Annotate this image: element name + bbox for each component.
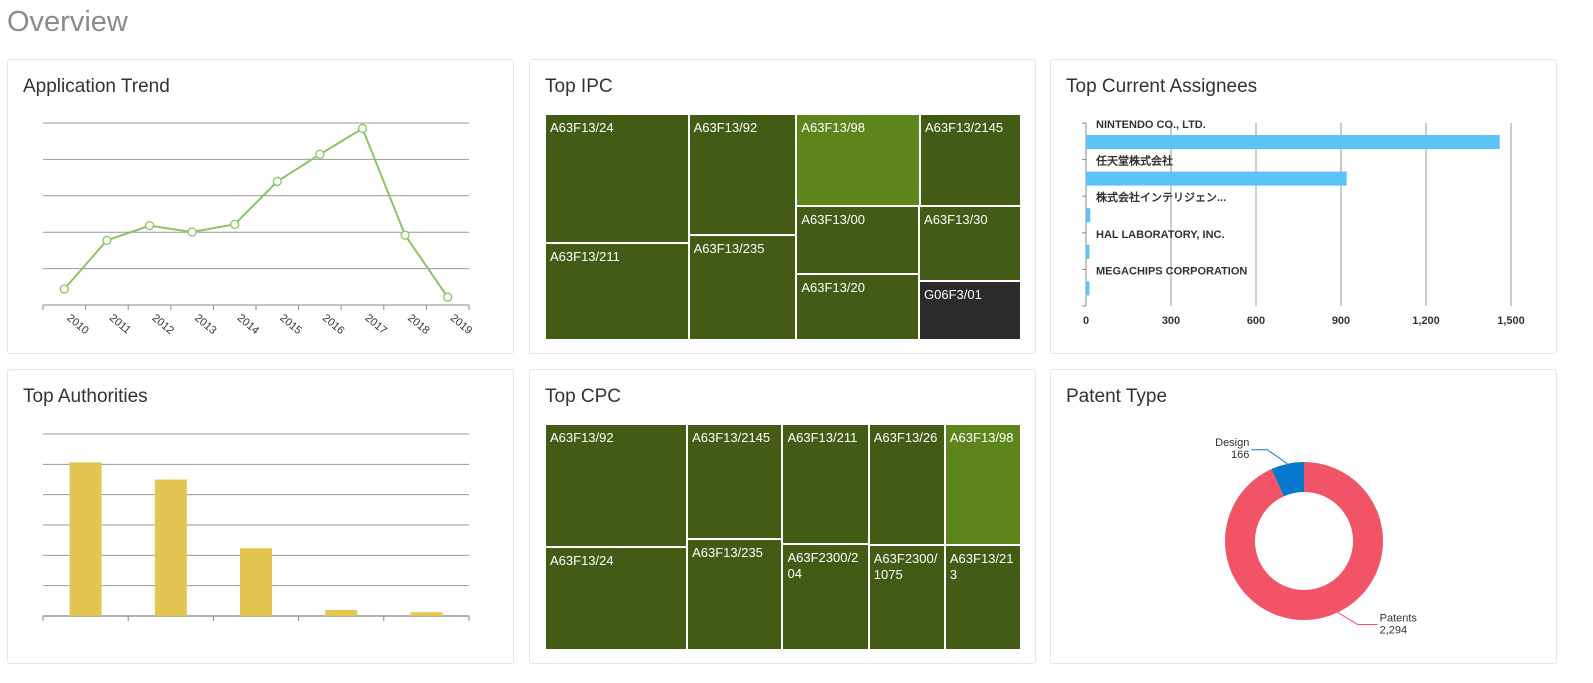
application-trend-chart: 2010 2011 2012 2013 2014 2015 2016 2017 2018 2019	[8, 60, 515, 355]
top-ipc-title: Top IPC	[545, 75, 613, 99]
treemap-cell[interactable]: A63F2300/1075	[869, 545, 945, 650]
top-authorities-card: Top Authorities	[7, 369, 514, 664]
authority-bar	[410, 612, 442, 616]
trend-point	[231, 220, 239, 228]
top-cpc-treemap: A63F13/92A63F13/24A63F13/2145A63F13/235A…	[545, 424, 1021, 650]
trend-point	[401, 231, 409, 239]
treemap-cell[interactable]: A63F13/98	[796, 114, 920, 206]
category-label: NINTENDO CO., LTD.	[1096, 119, 1206, 131]
patents-value: 2,294	[1380, 624, 1408, 636]
assignee-bar	[1086, 208, 1090, 222]
x-tick-label: 2018	[405, 312, 431, 337]
trend-point	[444, 293, 452, 301]
treemap-cell[interactable]: A63F13/00	[796, 206, 919, 274]
authority-bar	[155, 480, 187, 617]
design-label: Design	[1215, 437, 1249, 449]
top-authorities-chart	[8, 370, 515, 665]
x-tick-label: 300	[1162, 315, 1180, 327]
trend-point	[103, 236, 111, 244]
x-tick-label: 2013	[192, 312, 218, 337]
x-tick-label: 2014	[235, 312, 261, 337]
trend-point	[146, 222, 154, 230]
treemap-cell[interactable]: A63F13/20	[796, 274, 919, 340]
treemap-cell[interactable]: A63F13/92	[689, 114, 797, 235]
x-tick-label: 2015	[277, 312, 303, 337]
trend-point	[316, 150, 324, 158]
x-tick-label: 1,500	[1497, 315, 1525, 327]
patents-label: Patents	[1380, 612, 1418, 624]
x-tick-label: 2010	[64, 312, 90, 337]
patents-leader-line	[1338, 612, 1378, 624]
x-tick-label: 900	[1332, 315, 1350, 327]
x-tick-label: 2012	[150, 312, 176, 337]
page-title: Overview	[7, 4, 128, 40]
x-tick-label: 2017	[363, 312, 389, 337]
top-ipc-card: Top IPC A63F13/24A63F13/211A63F13/92A63F…	[529, 59, 1036, 354]
assignee-bar	[1086, 281, 1089, 295]
top-assignees-chart: 0 300 600 900 1,200 1,500 NINTENDO CO., LTD. 任天…	[1051, 60, 1558, 355]
x-tick-label: 1,200	[1412, 315, 1440, 327]
x-tick-label: 2019	[448, 312, 474, 337]
treemap-cell[interactable]: A63F13/2145	[687, 424, 782, 539]
x-tick-label: 600	[1247, 315, 1265, 327]
treemap-cell[interactable]: A63F13/211	[782, 424, 868, 544]
design-value: 166	[1231, 449, 1249, 461]
category-label: 任天堂株式会社	[1095, 154, 1173, 168]
assignee-bar	[1086, 172, 1347, 186]
treemap-cell[interactable]: A63F13/26	[869, 424, 945, 545]
trend-point	[359, 124, 367, 132]
top-ipc-treemap: A63F13/24A63F13/211A63F13/92A63F13/235A6…	[545, 114, 1021, 340]
treemap-cell[interactable]: A63F13/98	[945, 424, 1021, 545]
treemap-cell[interactable]: A63F13/211	[545, 243, 689, 340]
x-tick-label: 0	[1083, 315, 1089, 327]
top-assignees-card: Top Current Assignees 03006009001,2001,5…	[1050, 59, 1557, 354]
category-label: MEGACHIPS CORPORATION	[1096, 265, 1247, 277]
treemap-cell[interactable]: A63F13/30	[919, 206, 1021, 281]
treemap-cell[interactable]: A63F13/235	[689, 235, 797, 340]
trend-point	[273, 177, 281, 185]
treemap-cell[interactable]: A63F13/92	[545, 424, 687, 547]
authority-bar	[70, 462, 102, 616]
assignee-bar	[1086, 135, 1500, 149]
trend-point	[188, 228, 196, 236]
trend-line	[64, 128, 447, 297]
treemap-cell[interactable]: A63F2300/204	[782, 544, 868, 650]
authority-bar	[325, 610, 357, 616]
treemap-cell[interactable]: A63F13/235	[687, 539, 782, 650]
x-tick-label: 2011	[107, 312, 133, 336]
top-cpc-title: Top CPC	[545, 385, 621, 409]
x-tick-label: 2016	[320, 312, 346, 337]
assignee-bar	[1086, 245, 1089, 259]
design-leader-line	[1251, 450, 1287, 464]
treemap-cell[interactable]: A63F13/24	[545, 114, 689, 243]
treemap-cell[interactable]: A63F13/24	[545, 547, 687, 650]
category-label: HAL LABORATORY, INC.	[1096, 229, 1225, 241]
treemap-cell[interactable]: A63F13/2145	[920, 114, 1021, 206]
category-label: 株式会社インテリジェン...	[1096, 190, 1226, 204]
trend-point	[60, 285, 68, 293]
treemap-cell[interactable]: G06F3/01	[919, 281, 1021, 340]
patent-type-chart: Design166 Patents2,294	[1051, 370, 1558, 665]
treemap-cell[interactable]: A63F13/213	[945, 545, 1021, 650]
application-trend-card: Application Trend 2010201120122013201420…	[7, 59, 514, 354]
patent-type-card: Patent Type Design166Patents2,294	[1050, 369, 1557, 664]
authority-bar	[240, 548, 272, 616]
top-cpc-card: Top CPC A63F13/92A63F13/24A63F13/2145A63…	[529, 369, 1036, 664]
